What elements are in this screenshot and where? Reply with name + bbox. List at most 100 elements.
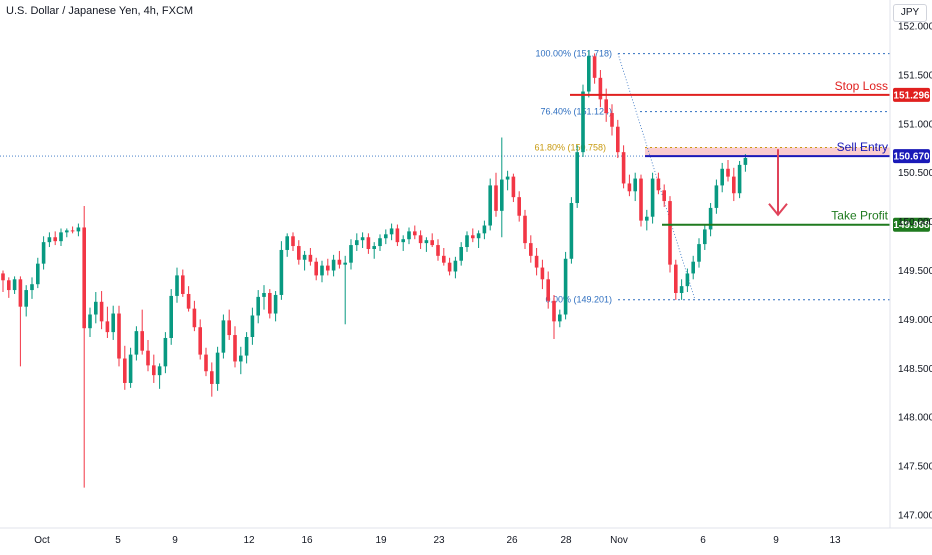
candle — [186, 286, 191, 312]
price-axis[interactable]: 152.000 151.500 151.000 150.500 150.000 149.5… — [889, 0, 932, 528]
candle — [244, 332, 249, 364]
price-tick-label: 152.000 — [898, 22, 932, 33]
candle-body — [447, 262, 452, 272]
candle-body — [476, 233, 481, 239]
candle-body — [534, 255, 539, 268]
candle — [366, 233, 371, 254]
time-tick-label: 13 — [829, 535, 841, 546]
candle — [239, 346, 243, 375]
candle-body — [250, 315, 255, 338]
candle — [656, 172, 661, 195]
candle — [36, 257, 40, 289]
time-axis[interactable]: Oct 5 9 12 16 19 23 26 28 Nov 6 9 13 — [0, 527, 932, 546]
candle-body — [401, 239, 405, 243]
candle-body — [76, 227, 81, 232]
candle — [65, 228, 69, 238]
trade-levels[interactable]: Stop Loss 151.296 Sell Entry 150.670 Take Pr… — [570, 79, 930, 232]
candle — [430, 233, 434, 248]
candle — [650, 172, 655, 224]
candle-body — [256, 296, 260, 316]
candle-body — [697, 244, 701, 262]
candle-body — [442, 255, 446, 263]
candle — [476, 230, 481, 249]
candle-body — [1, 273, 5, 281]
candle-body — [558, 314, 562, 322]
candle-body — [668, 201, 672, 265]
candle-body — [355, 240, 359, 246]
candle-body — [465, 235, 469, 248]
candle — [453, 256, 458, 279]
candle — [320, 260, 324, 283]
candle — [163, 332, 168, 374]
candle-body — [210, 371, 214, 384]
candle-body — [47, 237, 52, 243]
candle — [198, 319, 202, 360]
candle-body — [175, 275, 179, 296]
candle — [587, 50, 591, 98]
candle — [720, 162, 724, 193]
candle — [349, 239, 353, 270]
candle-body — [569, 203, 574, 259]
candle-body — [12, 279, 17, 291]
price-tick-label: 149.000 — [898, 315, 932, 326]
candle-body — [407, 231, 411, 240]
candle-body — [413, 231, 417, 236]
candle — [737, 160, 742, 199]
candle — [732, 167, 736, 202]
candle — [7, 277, 11, 298]
candle — [534, 248, 539, 276]
candle-body — [262, 292, 266, 297]
candle-body — [105, 321, 110, 333]
candle — [384, 229, 388, 245]
candle-body — [279, 249, 284, 295]
stop-loss-price-tag[interactable]: 151.296 — [893, 87, 930, 102]
candle — [331, 254, 336, 277]
candle-body — [24, 290, 28, 307]
candle-body — [424, 240, 429, 244]
candle — [662, 184, 666, 207]
sell-entry-price-tag[interactable]: 150.670 — [893, 149, 930, 164]
candle — [418, 230, 423, 249]
candle — [505, 170, 510, 191]
candle-body — [326, 265, 330, 271]
candle — [210, 362, 214, 397]
candle-body — [674, 264, 678, 293]
time-tick-label: Oct — [34, 535, 50, 546]
candle — [250, 307, 255, 345]
candle-body — [111, 313, 115, 333]
candle — [598, 70, 603, 108]
take-profit-price-tag[interactable]: 149.968 — [893, 217, 930, 232]
candle-body — [517, 197, 521, 216]
candle-body — [70, 230, 75, 232]
candle-body — [140, 331, 144, 351]
candle-body — [291, 236, 295, 247]
candle-body — [157, 366, 162, 376]
candle-body — [239, 355, 243, 362]
sell-arrow-head[interactable] — [768, 203, 788, 217]
candle — [685, 268, 690, 293]
candle — [569, 197, 574, 264]
candle-body — [471, 235, 475, 239]
candle-body — [430, 240, 434, 246]
candle — [355, 233, 359, 251]
candle — [111, 305, 115, 340]
candle-body — [41, 242, 46, 264]
candle — [360, 232, 365, 249]
currency-button[interactable]: JPY — [893, 4, 927, 22]
candle-body — [459, 247, 463, 261]
time-tick-label: 26 — [506, 535, 518, 546]
candle — [152, 354, 156, 383]
candle — [442, 248, 446, 266]
candle — [471, 228, 475, 243]
candle-body — [273, 294, 278, 314]
candle — [192, 300, 197, 332]
candle-body — [587, 56, 591, 92]
candle — [343, 255, 347, 325]
candle-body — [453, 260, 458, 272]
candle — [12, 276, 17, 294]
price-tag-box — [893, 149, 930, 164]
price-tag-value: 149.968 — [893, 220, 930, 231]
candle-body — [482, 225, 487, 234]
candle-body — [581, 91, 585, 153]
